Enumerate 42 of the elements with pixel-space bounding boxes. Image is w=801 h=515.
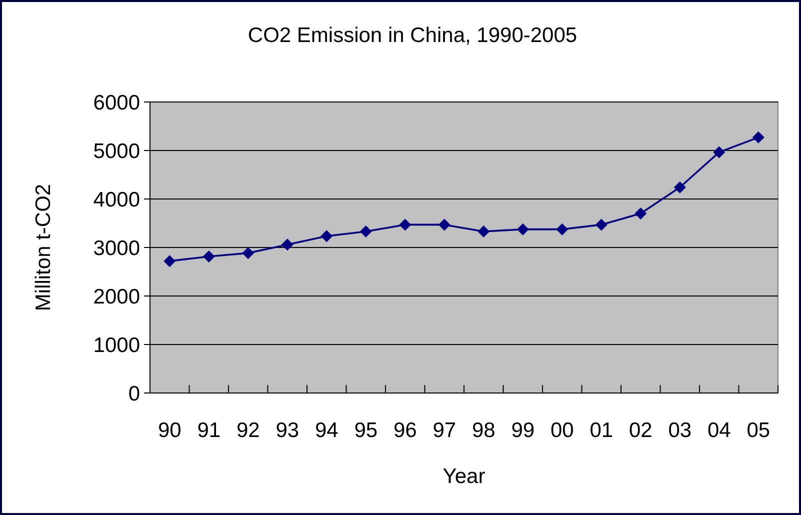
y-axis-title: Milliton t-CO2 — [32, 184, 55, 312]
y-tick-label: 2000 — [93, 285, 140, 308]
x-tick-label: 04 — [707, 419, 732, 442]
x-tick-label: 91 — [197, 419, 221, 442]
point — [438, 218, 450, 231]
point — [360, 225, 372, 238]
x-tick-label: 95 — [354, 419, 378, 442]
point — [242, 247, 254, 260]
x-tick-label: 96 — [393, 419, 417, 442]
point — [752, 131, 764, 144]
point — [320, 230, 333, 242]
point — [399, 218, 412, 231]
x-tick-label: 05 — [746, 419, 770, 442]
point — [281, 238, 294, 251]
x-tick-label: 00 — [550, 419, 574, 442]
point — [556, 223, 568, 236]
x-tick-label: 03 — [668, 419, 692, 442]
x-tick-label: 92 — [236, 419, 260, 442]
y-tick-label: 0 — [128, 382, 140, 406]
point — [595, 218, 608, 231]
point — [202, 250, 215, 262]
x-tick-label: 02 — [628, 419, 652, 442]
x-tick-label: 93 — [276, 419, 300, 442]
x-tick-label: 01 — [590, 419, 614, 442]
point — [164, 255, 176, 268]
y-tick-label: 6000 — [93, 91, 140, 114]
y-tick-label: 1000 — [93, 334, 140, 357]
x-tick-label: 90 — [158, 419, 182, 442]
point — [516, 223, 529, 236]
point — [713, 146, 726, 158]
point — [478, 225, 490, 238]
y-tick-label: 5000 — [93, 140, 140, 163]
y-tick-label: 4000 — [93, 188, 140, 212]
chart-title: CO2 Emission in China, 1990-2005 — [248, 24, 578, 47]
point — [634, 208, 647, 220]
x-tick-label: 94 — [314, 419, 339, 442]
point — [674, 181, 686, 194]
x-tick-label: 99 — [511, 419, 535, 442]
x-tick-label: 98 — [472, 419, 496, 442]
x-axis-title: Year — [442, 465, 486, 488]
y-tick-label: 3000 — [93, 236, 140, 260]
x-tick-label: 97 — [432, 419, 456, 442]
